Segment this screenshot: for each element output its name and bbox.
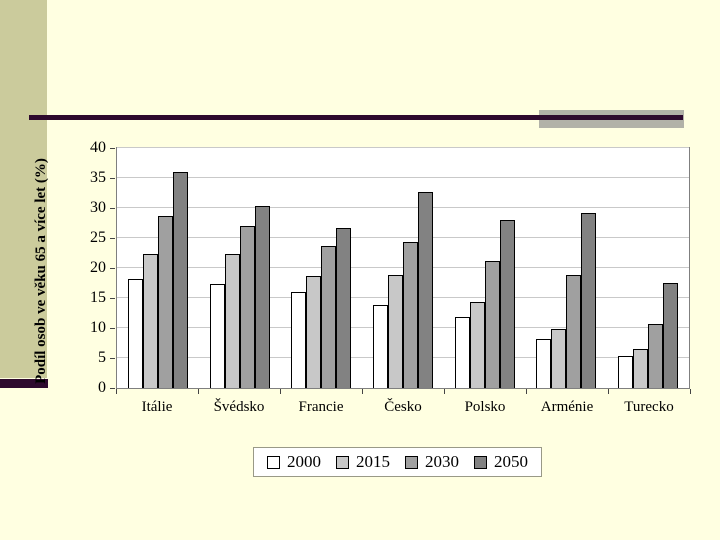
bar-2050-turecko [663,283,679,388]
bar-group-francie [280,148,362,388]
x-tick-mark [116,389,117,394]
bar-2000-francie [291,292,307,388]
bar-2000-arménie [536,338,552,388]
legend-swatch-2000 [267,455,280,469]
bar-groups [117,148,689,388]
legend-label: 2000 [287,452,321,471]
x-tick-mark [280,389,281,394]
gridline [117,237,689,238]
y-tick-mark [110,298,115,299]
x-axis-label-švédsko: Švédsko [213,399,265,415]
bar-2030-česko [403,241,419,388]
bar-2015-turecko [633,349,649,388]
bar-2030-švédsko [239,226,255,388]
bar-2000-itálie [127,279,143,388]
legend-entry-2000: 2000 [267,452,321,472]
y-tick-label: 40 [90,139,106,156]
x-axis-labels: Itálie Švédsko Francie Česko Polsko Arménie Tu… [116,399,690,416]
left-accent-bar [0,0,47,378]
bar-group-česko [362,148,444,388]
y-tick-label: 5 [98,349,106,366]
x-axis-label-polsko: Polsko [464,399,506,415]
bar-2015-arménie [551,328,567,388]
x-tick-mark [198,389,199,394]
legend-entry-2015: 2015 [336,452,390,472]
bar-group-arménie [526,148,608,388]
legend-entry-2030: 2030 [405,452,459,472]
y-tick-label: 20 [90,259,106,276]
y-tick-mark [110,178,115,179]
y-tick-mark [110,328,115,329]
bar-2030-polsko [484,260,500,388]
legend-swatch-2030 [405,455,418,469]
y-tick-label: 35 [90,169,106,186]
x-tick-mark [362,389,363,394]
x-axis-label-turecko: Turecko [624,399,674,415]
plot-area [116,147,690,389]
bar-group-švédsko [199,148,281,388]
y-axis-title: Podíl osob ve věku 65 a více let (%) [33,158,49,384]
gridline [117,207,689,208]
gridline [117,267,689,268]
bar-2000-turecko [618,356,634,388]
bar-2000-česko [373,305,389,388]
y-tick-mark [110,148,115,149]
bar-2050-polsko [499,220,515,388]
legend-swatch-2050 [474,455,487,469]
bottom-left-accent-rule [0,379,48,388]
legend-label: 2050 [494,452,528,471]
header-rule [29,115,683,120]
y-tick-mark [110,208,115,209]
bar-2000-švédsko [209,283,225,388]
legend-swatch-2015 [336,455,349,469]
bar-2030-arménie [566,274,582,388]
y-tick-label: 0 [98,379,106,396]
y-tick-mark [110,238,115,239]
gridline [117,147,689,148]
bar-2000-polsko [454,317,470,388]
bar-2015-itálie [142,254,158,388]
bar-2050-itálie [172,172,188,388]
legend: 2000 2015 2030 2050 [253,447,542,477]
y-tick-label: 15 [90,289,106,306]
x-tick-mark [690,389,691,394]
bar-2030-itálie [157,216,173,388]
x-axis-label-itálie: Itálie [141,399,173,415]
bar-group-polsko [444,148,526,388]
y-tick-label: 30 [90,199,106,216]
x-axis-label-francie: Francie [298,399,344,415]
y-tick-mark [110,268,115,269]
legend-label: 2015 [356,452,390,471]
bar-2050-švédsko [254,205,270,388]
x-axis-label-arménie: Arménie [540,399,594,415]
legend-label: 2030 [425,452,459,471]
bar-2015-švédsko [224,254,240,388]
y-tick-mark [110,388,115,389]
bar-group-itálie [117,148,199,388]
x-axis-label-česko: Česko [384,399,422,415]
bar-2050-francie [336,227,352,388]
bar-2050-arménie [581,212,597,388]
bar-2030-turecko [648,324,664,388]
y-tick-label: 10 [90,319,106,336]
bar-2050-česko [418,191,434,388]
gridline [117,177,689,178]
x-tick-mark [444,389,445,394]
bar-2015-česko [388,275,404,388]
x-tick-mark [608,389,609,394]
x-tick-mark [526,389,527,394]
bar-2015-francie [306,276,322,388]
bar-2015-polsko [469,301,485,388]
y-tick-label: 25 [90,229,106,246]
bar-2030-francie [321,245,337,388]
y-tick-mark [110,358,115,359]
legend-entry-2050: 2050 [474,452,528,472]
bar-group-turecko [607,148,689,388]
